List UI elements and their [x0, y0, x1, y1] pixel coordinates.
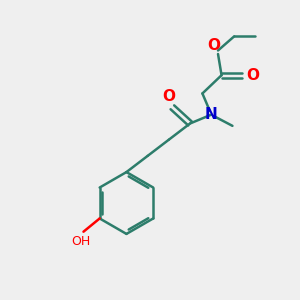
Text: O: O [246, 68, 259, 83]
Text: OH: OH [71, 235, 91, 248]
Text: O: O [162, 89, 175, 104]
Text: O: O [207, 38, 220, 52]
Text: N: N [205, 107, 217, 122]
